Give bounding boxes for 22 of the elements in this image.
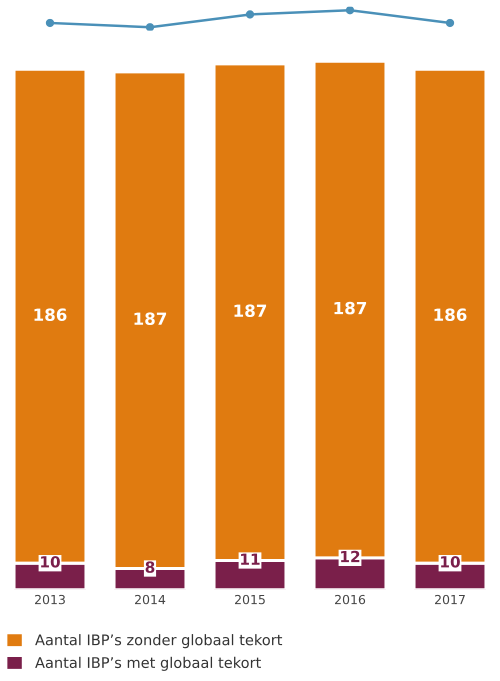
legend-label: Aantal IBP’s zonder globaal tekort — [35, 634, 282, 648]
data-label: 186 — [434, 308, 466, 322]
x-tick-label: 2015 — [235, 594, 265, 604]
point — [346, 6, 354, 14]
data-label: 12 — [341, 550, 360, 562]
x-tick-label: 2014 — [135, 594, 166, 604]
legend-label: Aantal IBP’s met globaal tekort — [35, 656, 261, 671]
point — [146, 23, 154, 31]
point — [46, 18, 54, 28]
data-label: 187 — [134, 312, 166, 325]
x-tick-label: 2017 — [435, 594, 465, 604]
point — [446, 18, 454, 28]
x-tick-label: 2013 — [35, 594, 65, 604]
data-label: 8 — [146, 561, 154, 573]
point — [246, 10, 254, 19]
data-label: 10 — [41, 556, 60, 568]
x-tick-label: 2016 — [335, 594, 366, 604]
data-label: 11 — [241, 554, 260, 565]
data-label: 10 — [441, 556, 460, 568]
data-label: 187 — [334, 302, 366, 314]
data-label: 187 — [234, 304, 266, 318]
data-label: 186 — [34, 308, 66, 322]
